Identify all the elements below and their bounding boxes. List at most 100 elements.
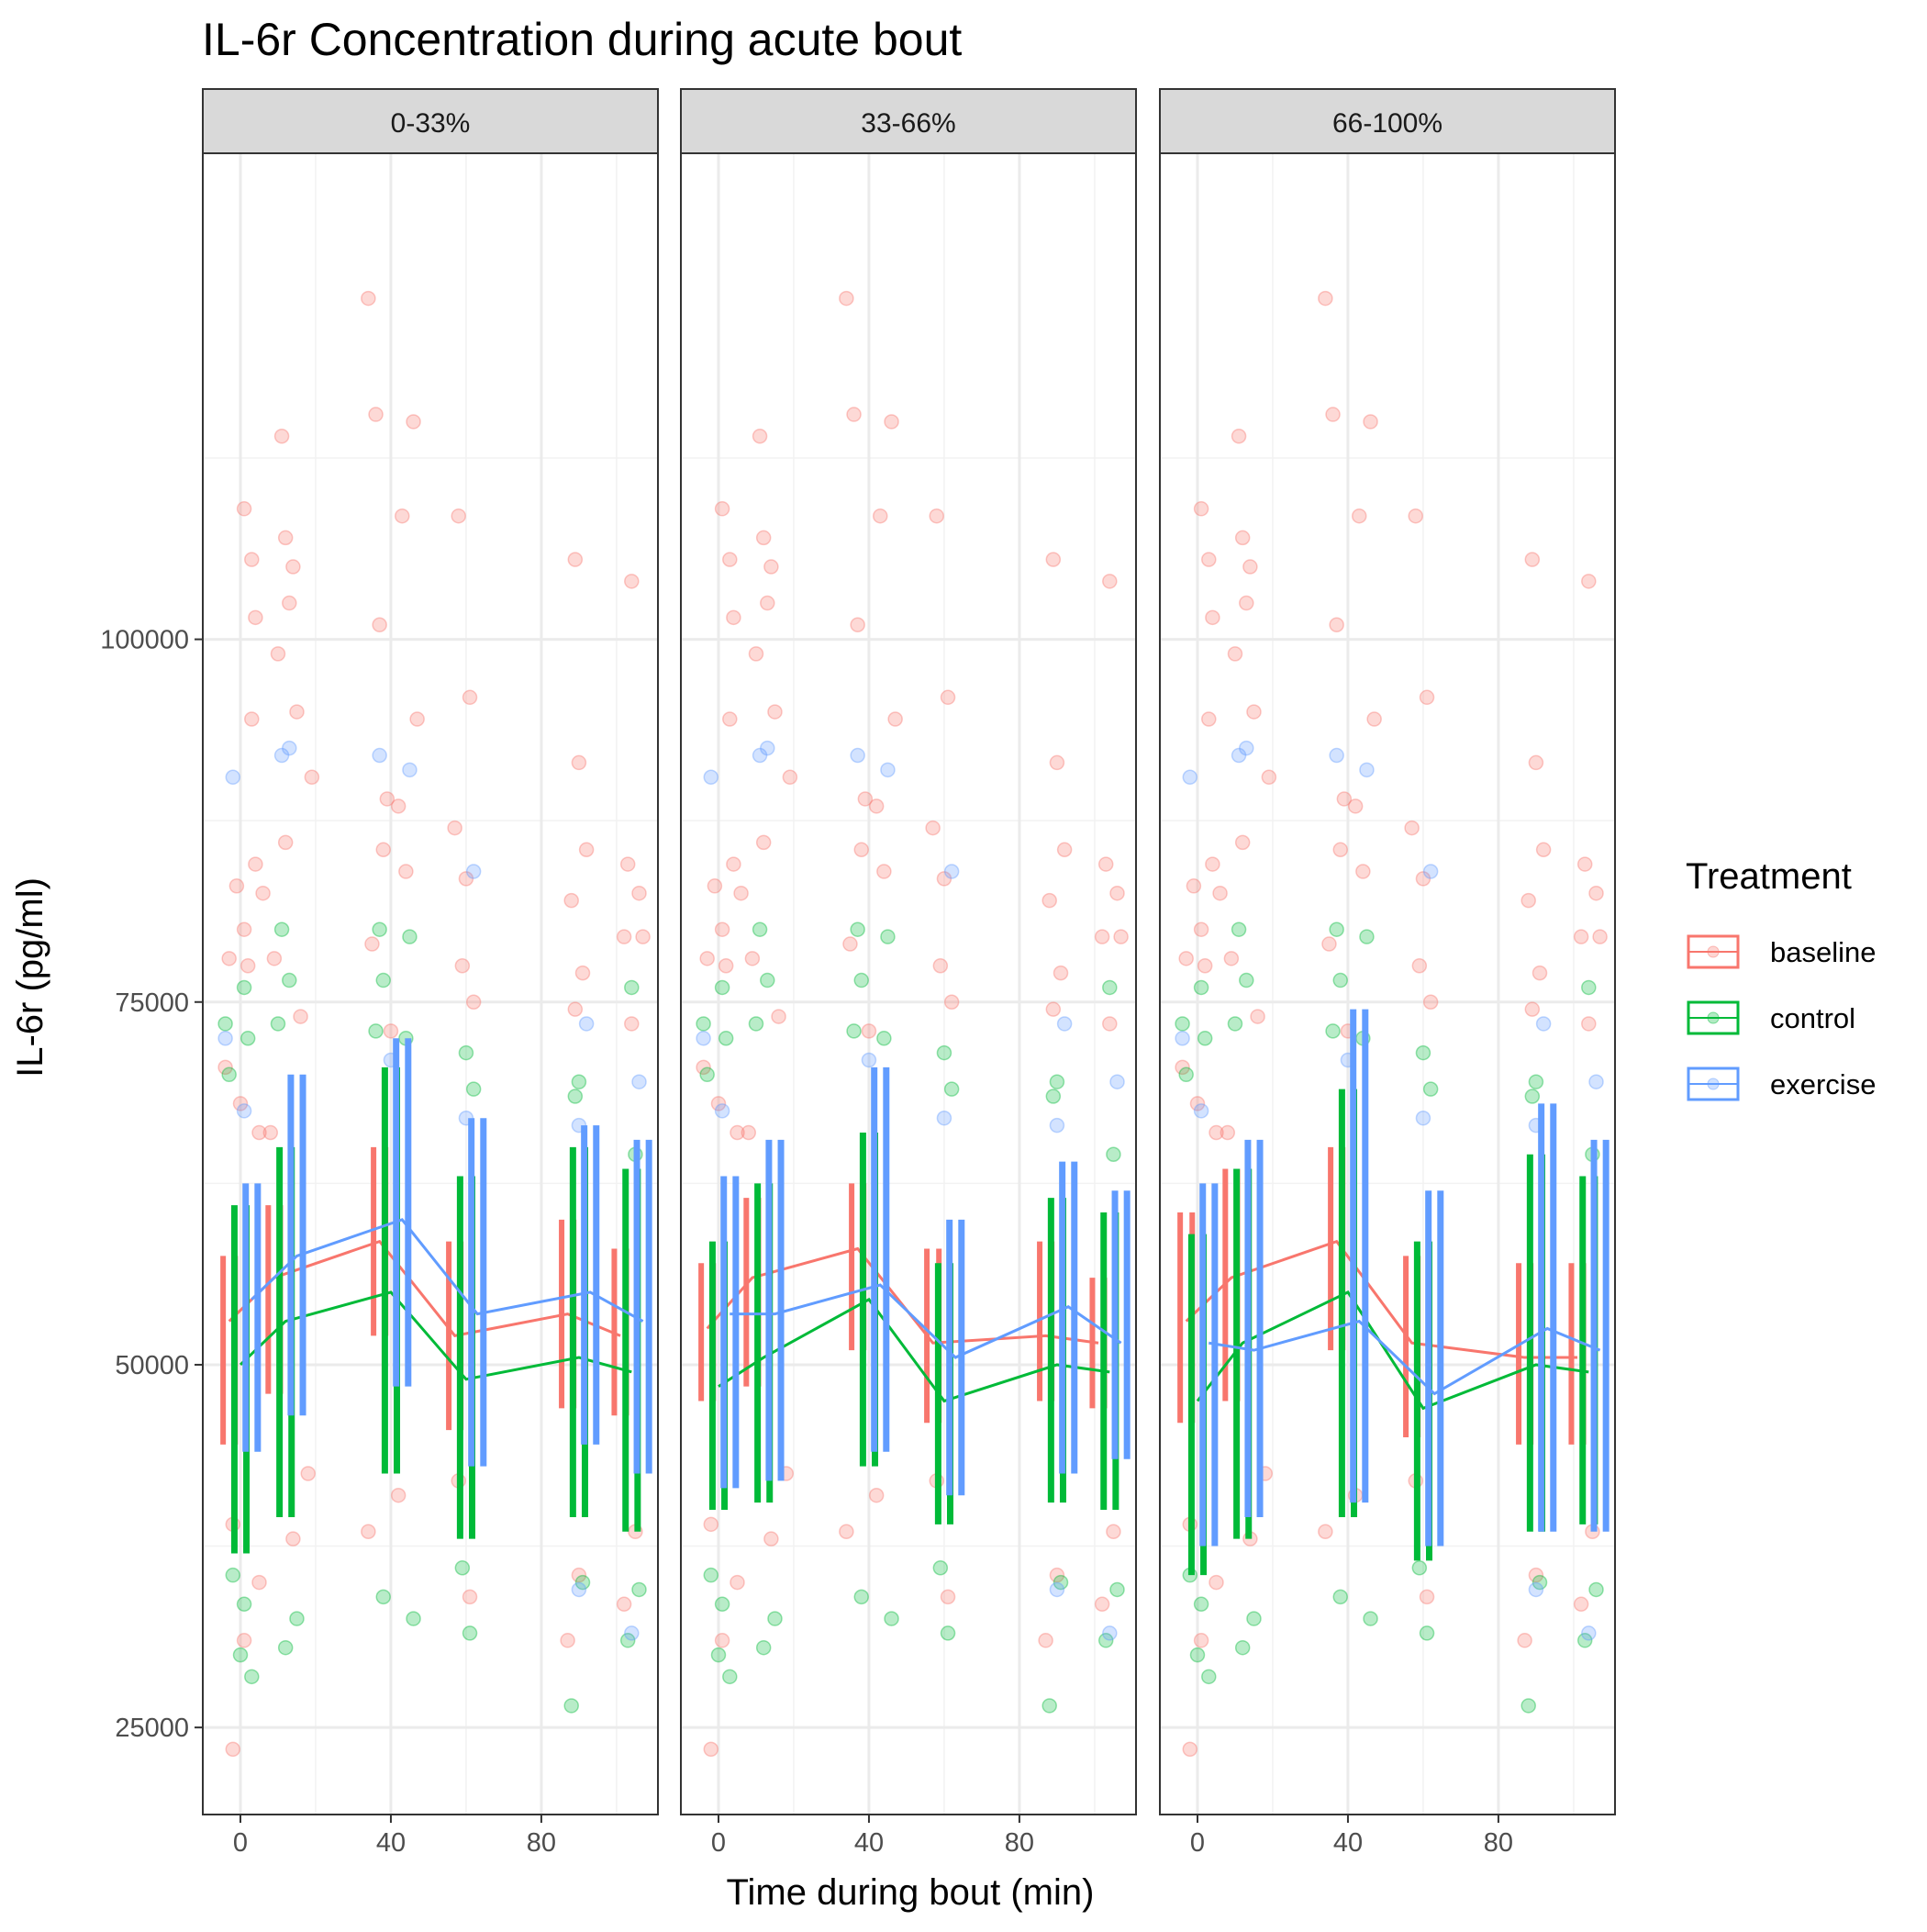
scatter-point [1359,762,1375,778]
scatter-point [1408,508,1423,524]
scatter-point [462,689,478,706]
scatter-point [1588,885,1604,901]
scatter-point [846,407,862,422]
scatter-point [1097,1633,1114,1648]
mean-line [239,1290,632,1381]
scatter-point [273,921,290,937]
scatter-point [462,1589,478,1605]
scatter-point [876,1031,892,1046]
scatter-point [616,1596,632,1613]
scatter-point [1239,740,1254,756]
scatter-point [1045,1001,1062,1017]
scatter-point [1205,856,1220,872]
scatter-point [631,885,647,901]
scatter-point [1325,407,1341,422]
scatter-point [616,929,632,944]
scatter-point [767,704,783,720]
scatter-point [563,892,579,909]
scatter-point [1053,1574,1069,1591]
scatter-point [726,856,741,872]
scatter-point [1197,957,1213,974]
scatter-point [876,864,892,879]
scatter-point [571,1567,587,1583]
scatter-point [567,1001,584,1017]
scatter-point [244,1669,260,1685]
scatter-point [300,1466,317,1481]
scatter-point [304,769,320,785]
scatter-point [748,646,764,662]
scatter-point [718,957,734,974]
scatter-point [462,1625,478,1641]
scatter-point [771,1009,786,1024]
scatter-point [1056,842,1073,858]
scatter-point [1581,574,1597,589]
scatter-point [1227,1016,1243,1032]
facet-panel: 33-66% 0 40 80 [680,88,1137,1858]
scatter-point [1422,1081,1439,1097]
scatter-point [1576,1633,1593,1648]
scatter-point [1049,1567,1065,1583]
scatter-point [1201,552,1217,567]
scatter-point [1186,878,1202,894]
scatter-point [1318,1524,1333,1539]
mean-line [1185,1239,1578,1359]
scatter-point [752,429,768,444]
scatter-point [1102,574,1118,589]
mean-line [1209,1319,1601,1396]
scatter-point [1041,892,1057,909]
x-tick-label: 80 [1484,1828,1513,1858]
scatter-point [574,1574,591,1591]
scatter-point [375,972,392,988]
scatter-point [718,1031,734,1046]
scatter-point [1109,1581,1125,1598]
scatter-point [703,1567,719,1583]
scatter-point [465,1081,482,1097]
scatter-point [1419,689,1435,706]
scatter-point [1189,1096,1206,1111]
scatter-point [940,689,956,706]
scatter-point [624,574,640,589]
scatter-point [402,762,418,778]
scatter-point [1318,290,1333,307]
scatter-point [1321,936,1337,952]
scatter-point [255,885,271,901]
scatter-point [850,747,865,764]
scatter-point [853,1589,870,1605]
scatter-point [853,842,870,858]
scatter-point [225,769,241,785]
scatter-point [1535,842,1552,858]
scatter-point [1347,798,1364,814]
scatter-point [277,1639,294,1656]
mean-line [718,1297,1110,1403]
scatter-point [390,798,407,814]
scatter-point [929,508,944,524]
scatter-point [1041,1698,1057,1714]
scatter-point [763,559,779,575]
scatter-point [236,1596,252,1613]
scatter-point [236,1633,252,1648]
scatter-point [714,1103,730,1119]
scatter-point [755,530,772,546]
scatter-point [1532,965,1548,981]
scatter-point [782,769,798,785]
scatter-point [236,979,252,996]
scatter-point [372,617,387,633]
scatter-point [567,1089,584,1104]
scatter-point [574,965,591,981]
panel-border [1159,152,1616,1815]
scatter-point [1419,1625,1435,1641]
scatter-point [270,1016,286,1032]
y-axis: 25000 50000 75000 100000 [100,626,203,1743]
scatter-point [1573,929,1589,944]
legend: Treatment baseline control exercise [1686,856,1876,1101]
scatter-point [1239,595,1254,611]
scatter-point [1329,617,1344,633]
x-tick-label: 40 [854,1828,884,1858]
scatter-point [361,1524,376,1539]
scatter-point [1193,921,1209,937]
scatter-point [755,834,772,851]
scatter-point [458,1044,474,1061]
scatter-point [1175,1059,1190,1076]
scatter-point [1049,1117,1065,1134]
